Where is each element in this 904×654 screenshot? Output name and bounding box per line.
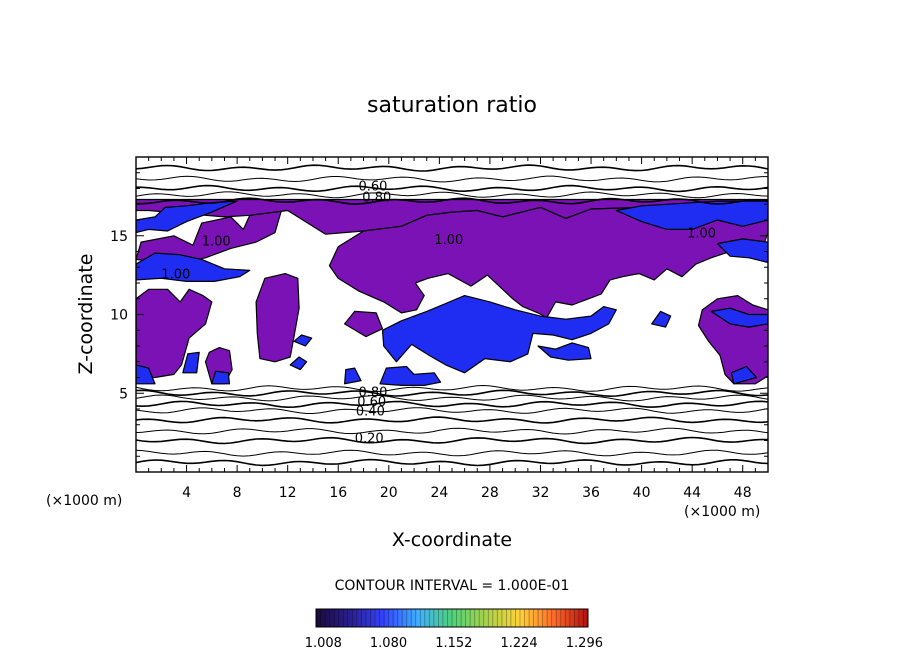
x-tick-label-32: 32: [532, 485, 550, 501]
contour-label-1: 0.80: [362, 190, 391, 205]
region-blue-8: [136, 252, 251, 282]
x-unit-right: (×1000 m): [684, 504, 760, 520]
x-axis: 4 8 12 16 20 24 28 32 36 40 44 48: [148, 157, 756, 501]
x-tick-label-44: 44: [683, 485, 701, 501]
y-axis: 5 10 15: [110, 172, 768, 457]
region-purple-3: [255, 273, 300, 363]
y-tick-label-10: 10: [110, 308, 128, 324]
contour-line-0: [136, 458, 768, 467]
x-tick-label-48: 48: [734, 485, 752, 501]
contour-line-10: [136, 197, 768, 205]
region-blue-12: [710, 307, 768, 328]
contour-label-6: 0.80: [359, 386, 388, 401]
x-tick-label-28: 28: [481, 485, 499, 501]
contour-line-13: [136, 175, 768, 183]
y-tick-label-15: 15: [110, 229, 128, 245]
plot-area: 0.600.801.001.001.00 1.000.800.600.400.20: [136, 157, 768, 472]
region-blue-15: [537, 342, 592, 361]
colorbar-tick-label-4: 1.296: [566, 636, 603, 651]
colorbar-bar: [315, 608, 589, 628]
colorbar-tick-label-3: 1.224: [500, 636, 537, 651]
contour-line-8: [136, 389, 768, 398]
contour-line-5: [136, 407, 768, 414]
contour-interval-text: CONTOUR INTERVAL = 1.000E-01: [335, 578, 570, 594]
contour-line-12: [136, 184, 768, 193]
colorbar-ticks: 1.008 1.080 1.152 1.224 1.296: [305, 636, 603, 651]
contour-label-5: 1.00: [687, 227, 716, 242]
contour-line-3: [136, 427, 768, 435]
x-tick-label-8: 8: [233, 485, 242, 501]
region-blue-11: [716, 238, 768, 264]
y-axis-title: Z-coordinate: [75, 254, 97, 375]
contour-lines: [136, 164, 768, 467]
colorbar-tick-label-1: 1.080: [370, 636, 407, 651]
region-purple-4: [328, 206, 768, 319]
contour-label-3: 1.00: [161, 268, 190, 283]
y-tick-label-5: 5: [119, 386, 128, 402]
region-blue-10: [615, 200, 768, 230]
region-blue-21: [293, 334, 313, 347]
contour-line-2: [136, 436, 768, 445]
x-axis-title: X-coordinate: [392, 529, 512, 551]
x-tick-label-16: 16: [329, 485, 347, 501]
contour-label-2: 1.00: [202, 235, 231, 250]
contour-line-1: [136, 449, 768, 457]
colorbar-stripes: [320, 609, 584, 627]
x-tick-label-12: 12: [279, 485, 297, 501]
contour-line-4: [136, 416, 768, 424]
x-tick-label-40: 40: [633, 485, 651, 501]
contour-labels: 0.600.801.001.001.00 1.000.800.600.400.20: [161, 179, 716, 446]
region-blue-19: [182, 351, 200, 374]
region-blue-9: [136, 200, 238, 234]
colorbar-tick-label-2: 1.152: [435, 636, 472, 651]
colorbar-tick-label-0: 1.008: [305, 636, 342, 651]
chart-title: saturation ratio: [367, 93, 537, 118]
region-purple-2: [136, 288, 213, 379]
x-tick-label-36: 36: [582, 485, 600, 501]
contour-line-7: [136, 394, 768, 402]
region-purple-6: [344, 310, 384, 338]
supersaturated-regions: [136, 198, 768, 386]
contour-label-7: 0.60: [357, 395, 386, 410]
region-blue-20: [730, 365, 758, 385]
contour-label-9: 0.20: [355, 431, 384, 446]
region-blue-18: [211, 370, 231, 385]
region-blue-13: [381, 295, 617, 374]
contour-label-8: 0.40: [356, 405, 385, 420]
contour-line-9: [136, 384, 768, 393]
x-unit-left: (×1000 m): [46, 493, 122, 509]
contour-line-6: [136, 400, 768, 409]
contour-line-11: [136, 191, 768, 199]
x-tick-label-20: 20: [380, 485, 398, 501]
region-blue-14: [379, 365, 442, 386]
contour-line-14: [136, 164, 768, 172]
x-tick-label-24: 24: [430, 485, 448, 501]
contour-label-4: 1.00: [434, 233, 463, 248]
x-tick-label-4: 4: [182, 485, 191, 501]
region-blue-22: [651, 310, 672, 328]
region-blue-23: [289, 356, 308, 371]
colorbar: 1.008 1.080 1.152 1.224 1.296: [305, 608, 603, 651]
contour-label-0: 0.60: [359, 179, 388, 194]
region-blue-16: [136, 364, 156, 385]
region-blue-17: [344, 367, 362, 385]
